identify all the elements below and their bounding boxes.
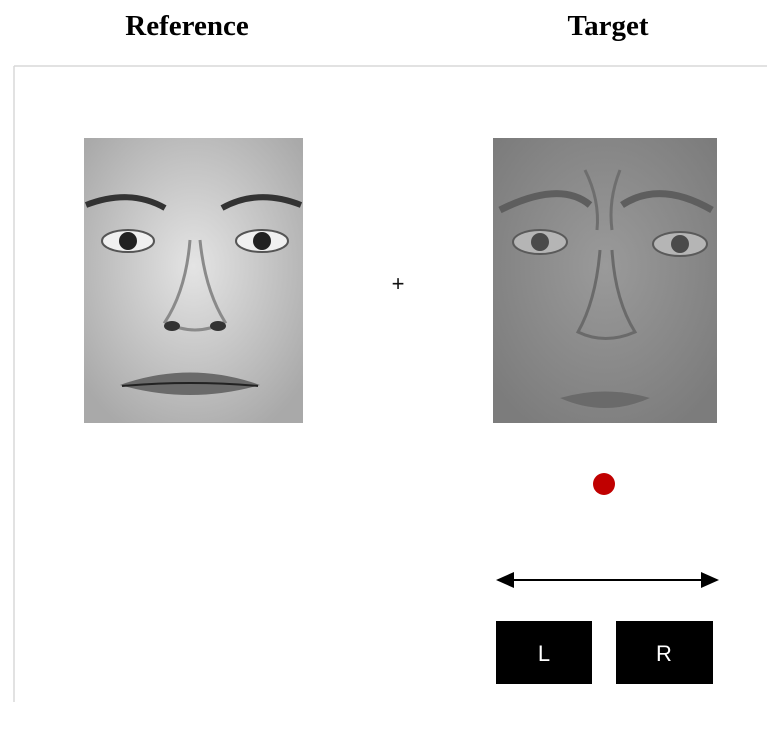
fixation-cross: + — [392, 271, 405, 296]
target-face — [493, 138, 717, 423]
left-key-label: L — [538, 641, 550, 666]
reference-face — [84, 138, 303, 423]
screen-frame — [13, 65, 767, 702]
response-cue — [593, 473, 615, 495]
reference-label: Reference — [125, 10, 249, 42]
target-label: Target — [567, 10, 648, 42]
left-key — [496, 621, 592, 684]
right-key-label: R — [656, 641, 672, 666]
right-key — [616, 621, 713, 684]
